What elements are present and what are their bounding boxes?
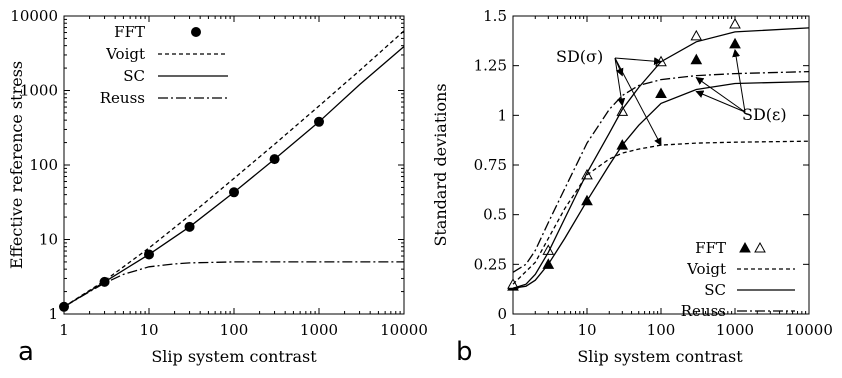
panel-a-ylabel: Effective reference stress <box>7 61 26 269</box>
panel-b-legend-label-voigt: Voigt <box>686 260 726 278</box>
panel-b-series-sc-sigma-line <box>512 27 810 289</box>
panel-a-legend-marker-fft <box>191 27 201 37</box>
panel-a-label: a <box>18 337 34 367</box>
sd-sigma-arrow <box>614 57 662 147</box>
panel-a-series <box>59 30 405 312</box>
panel-b-ytick-label: 1.25 <box>474 57 507 75</box>
panel-b-ytick-label: 0.5 <box>483 206 507 224</box>
panel-b-series-fft-sigma-point <box>542 244 555 255</box>
panel-a-xtick-label: 1000 <box>300 321 338 339</box>
panel-b-series-fft-sigma-point <box>690 29 703 41</box>
panel-a-series-sc-line <box>63 46 405 308</box>
panel-a-legend-label-voigt: Voigt <box>105 45 145 63</box>
panel-a-legend-label-reuss: Reuss <box>100 89 145 107</box>
panel-b-legend-marker-fft-filled <box>739 241 751 253</box>
panel-b-legend-label-reuss: Reuss <box>681 302 726 320</box>
panel-b-ytick-label: 0.25 <box>474 255 507 273</box>
sd-epsilon-arrow <box>732 48 746 113</box>
panel-b-series-fft-sigma-point <box>616 105 629 116</box>
panel-b-series-fft-epsilon-point <box>690 53 703 65</box>
annotation-sd-epsilon: SD(ε) <box>742 105 787 124</box>
panel-b-annotations: SD(σ) SD(ε) <box>556 47 787 147</box>
sd-sigma-arrow <box>614 57 626 107</box>
panel-b-label: b <box>456 337 473 367</box>
panel-b-series-reuss-epsilon-line <box>512 70 810 273</box>
panel-a-ytick-label: 1000 <box>20 82 58 100</box>
panel-a-legend-label-sc: SC <box>123 67 145 85</box>
panel-a-ytick-label: 10 <box>39 231 58 249</box>
panel-b-legend: FFT Voigt SC Reuss <box>681 239 795 320</box>
panel-a-xtick-label: 10000 <box>380 321 428 339</box>
panel-a-series-reuss-line <box>63 261 404 308</box>
panel-a: 1 10 100 1000 10000 1 10 100 1000 10000 FFT Voigt S… <box>7 7 428 367</box>
panel-b-xtick-label: 1000 <box>716 321 754 339</box>
panel-b-xlabel: Slip system contrast <box>577 347 743 366</box>
panel-b-series-fft-epsilon-point <box>655 87 667 98</box>
sd-epsilon-arrow <box>695 77 746 113</box>
panel-b-xtick-label: 10000 <box>785 321 833 339</box>
panel-b-legend-label-fft: FFT <box>695 239 726 257</box>
panel-a-legend-label-fft: FFT <box>114 23 145 41</box>
panel-b-xtick-label: 1 <box>508 321 518 339</box>
panel-a-series-voigt-line <box>63 30 405 308</box>
panel-a-xtick-label: 100 <box>220 321 249 339</box>
panel-a-ytick-label: 100 <box>29 156 58 174</box>
panel-b-series-fft-sigma-point <box>729 17 741 29</box>
panel-a-legend: FFT Voigt SC Reuss <box>100 23 228 107</box>
panel-a-ticks: 1 10 100 1000 10000 1 10 100 1000 10000 <box>10 7 428 339</box>
panel-b-ylabel: Standard deviations <box>431 83 450 246</box>
panel-b-series-voigt-sigma-line <box>512 140 810 285</box>
panel-b: 1 10 100 1000 10000 0 0.25 0.5 0.75 1 1.25 1.5 SD(σ… <box>431 7 833 367</box>
panel-b-series-sc-epsilon-line <box>512 80 810 289</box>
panel-b-ytick-label: 1 <box>497 106 507 124</box>
panel-b-legend-marker-fft-open <box>754 241 766 253</box>
panel-b-ytick-label: 0.75 <box>474 156 507 174</box>
panel-b-xtick-label: 100 <box>647 321 676 339</box>
panel-a-ytick-label: 10000 <box>10 7 58 25</box>
panel-a-ytick-label: 1 <box>48 305 58 323</box>
panel-b-legend-label-sc: SC <box>704 281 726 299</box>
sd-epsilon-arrow <box>695 90 746 113</box>
panel-a-xtick-label: 1 <box>59 321 69 339</box>
annotation-sd-sigma: SD(σ) <box>556 47 603 66</box>
panel-b-ticks: 1 10 100 1000 10000 0 0.25 0.5 0.75 1 1.25 1.5 <box>474 7 833 339</box>
panel-b-ytick-label: 0 <box>497 305 507 323</box>
panel-b-series <box>507 17 810 291</box>
panel-b-xtick-label: 10 <box>577 321 596 339</box>
panel-b-ytick-label: 1.5 <box>483 7 507 25</box>
sd-sigma-arrow <box>614 57 662 66</box>
panel-b-series-fft-epsilon-point <box>729 37 741 49</box>
panel-a-xtick-label: 10 <box>139 321 158 339</box>
panel-a-xlabel: Slip system contrast <box>151 347 317 366</box>
